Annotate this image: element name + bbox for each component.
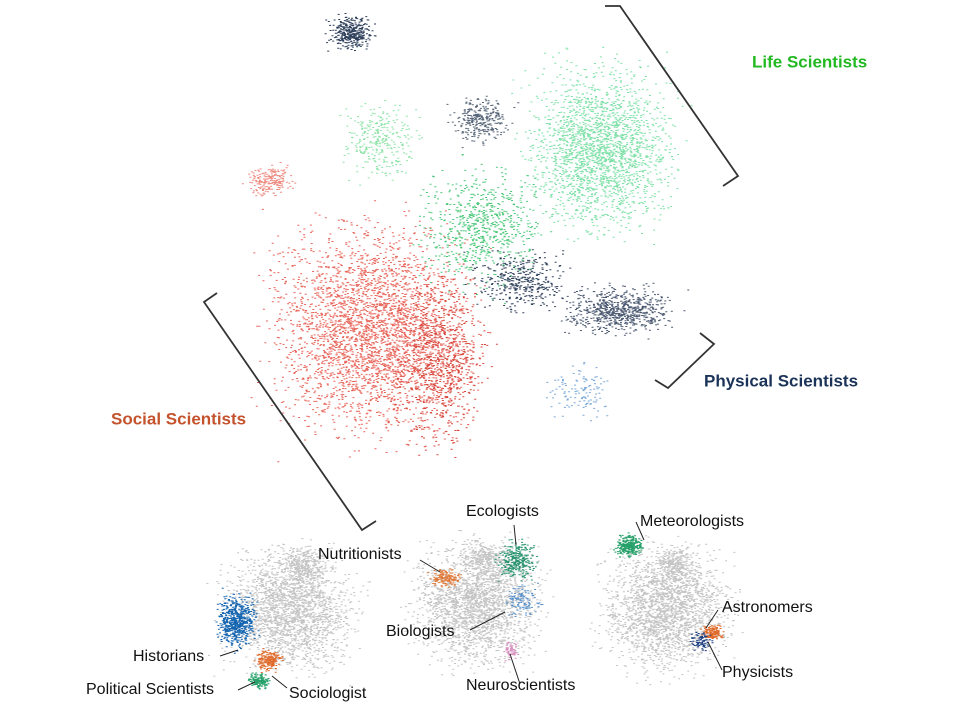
panel-label: Biologists	[386, 623, 454, 640]
arrows	[219, 521, 723, 691]
points	[206, 530, 744, 687]
points	[324, 13, 377, 52]
panel-label: Physicists	[722, 664, 793, 681]
bracket	[605, 5, 740, 187]
points	[250, 200, 492, 463]
points	[215, 587, 261, 654]
bracket	[202, 292, 377, 532]
point-clouds	[206, 13, 744, 690]
points	[446, 95, 520, 149]
panel-label: Astronomers	[722, 599, 813, 616]
group-label: Life Scientists	[752, 52, 867, 71]
points	[387, 259, 498, 458]
points	[241, 162, 297, 197]
points	[339, 100, 423, 186]
panel-label: Ecologists	[466, 503, 539, 520]
panel-label: Nutritionists	[318, 546, 402, 563]
panel-label: Political Scientists	[86, 681, 214, 698]
points	[689, 632, 714, 652]
group-label: Physical Scientists	[704, 371, 858, 390]
panel-label: Historians	[133, 648, 204, 665]
points	[503, 641, 520, 662]
group-label: Social Scientists	[111, 409, 246, 428]
points	[511, 46, 693, 246]
points	[494, 538, 539, 582]
points	[558, 282, 690, 340]
points	[426, 568, 462, 588]
points	[463, 247, 572, 314]
points	[505, 582, 544, 617]
points	[545, 362, 609, 422]
bracket	[654, 332, 716, 390]
panel-label: Neuroscientists	[466, 677, 575, 694]
panel-label: Meteorologists	[640, 513, 744, 530]
panel-label: Sociologist	[289, 685, 367, 702]
